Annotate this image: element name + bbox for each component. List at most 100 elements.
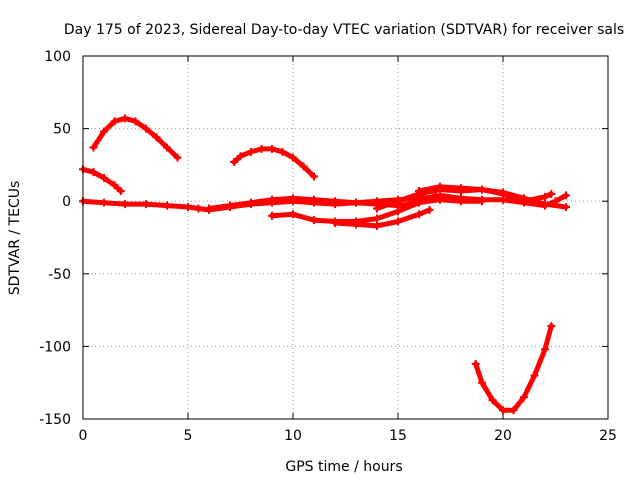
data-point bbox=[562, 191, 570, 200]
data-point bbox=[194, 204, 203, 213]
data-point bbox=[310, 172, 318, 181]
data-point bbox=[373, 214, 381, 223]
x-tick-label: 10 bbox=[284, 428, 302, 444]
y-tick-label: 50 bbox=[53, 122, 71, 138]
data-point bbox=[89, 143, 98, 152]
data-point bbox=[547, 322, 556, 331]
chart-title: Day 175 of 2023, Sidereal Day-to-day VTE… bbox=[64, 22, 624, 38]
data-point bbox=[184, 203, 192, 212]
data-point bbox=[352, 198, 360, 207]
data-point bbox=[163, 201, 171, 210]
y-tick-label: -150 bbox=[39, 412, 71, 428]
data-point bbox=[415, 187, 423, 196]
data-point bbox=[373, 204, 381, 213]
y-tick-label: -50 bbox=[48, 267, 71, 283]
data-point bbox=[163, 143, 171, 152]
data-point bbox=[236, 152, 245, 161]
data-point bbox=[289, 194, 297, 203]
data-point bbox=[457, 184, 465, 193]
data-point bbox=[152, 133, 161, 142]
data-point bbox=[257, 144, 266, 153]
data-point bbox=[268, 195, 276, 204]
data-point bbox=[268, 211, 276, 220]
data-point bbox=[205, 204, 213, 213]
data-point bbox=[121, 114, 129, 123]
y-tick-label: -100 bbox=[39, 339, 71, 355]
data-point bbox=[425, 205, 434, 214]
data-point bbox=[226, 201, 234, 210]
data-point bbox=[268, 144, 276, 153]
data-point bbox=[415, 198, 423, 207]
data-point bbox=[331, 197, 339, 206]
data-point bbox=[471, 359, 480, 368]
data-point bbox=[142, 200, 150, 209]
data-point bbox=[373, 221, 381, 230]
data-point bbox=[247, 147, 255, 156]
data-point bbox=[310, 195, 318, 204]
series-arc-10 bbox=[436, 191, 570, 210]
data-point bbox=[352, 220, 360, 229]
data-point bbox=[142, 124, 150, 133]
x-tick-label: 15 bbox=[389, 428, 407, 444]
data-point bbox=[299, 162, 308, 171]
data-points bbox=[79, 114, 570, 415]
data-point bbox=[100, 173, 108, 182]
data-point bbox=[110, 117, 119, 126]
plot-frame bbox=[82, 55, 609, 420]
data-point bbox=[478, 378, 486, 387]
data-point bbox=[289, 210, 297, 219]
series-trace bbox=[473, 323, 554, 413]
x-tick-label: 0 bbox=[79, 428, 88, 444]
data-point bbox=[173, 153, 182, 162]
data-point bbox=[394, 197, 402, 206]
series-arc-2 bbox=[79, 165, 125, 196]
data-point bbox=[394, 207, 402, 216]
data-point bbox=[436, 191, 444, 200]
series-arc-3 bbox=[230, 144, 318, 181]
data-point bbox=[509, 406, 518, 415]
series-trace bbox=[231, 146, 317, 179]
data-point bbox=[499, 188, 507, 197]
data-point bbox=[499, 406, 507, 415]
data-point bbox=[562, 203, 570, 212]
axis-ticks: 0 5 10 15 20 25 -150 -100 -50 0 50 100 bbox=[39, 49, 617, 444]
data-point bbox=[100, 127, 108, 136]
data-point bbox=[89, 168, 98, 177]
data-point bbox=[541, 201, 549, 210]
data-point bbox=[100, 198, 108, 207]
data-point bbox=[488, 396, 497, 405]
data-point bbox=[520, 393, 528, 402]
data-point bbox=[278, 147, 287, 156]
data-point bbox=[121, 200, 129, 209]
gridlines bbox=[83, 56, 608, 419]
data-point bbox=[478, 185, 486, 194]
y-axis-label: SDTVAR / TECUs bbox=[7, 181, 23, 296]
data-point bbox=[310, 216, 318, 225]
data-point bbox=[289, 153, 297, 162]
data-point bbox=[415, 210, 423, 219]
data-point bbox=[331, 218, 339, 227]
data-point bbox=[541, 192, 549, 201]
series-arc-11 bbox=[471, 322, 556, 415]
data-point bbox=[131, 117, 140, 126]
data-point bbox=[551, 197, 560, 206]
x-tick-label: 20 bbox=[494, 428, 512, 444]
data-point bbox=[530, 371, 539, 380]
data-point bbox=[247, 198, 255, 207]
data-point bbox=[547, 189, 556, 198]
data-point bbox=[436, 182, 444, 191]
data-point bbox=[394, 217, 402, 226]
data-point bbox=[478, 195, 486, 204]
series-arc-1 bbox=[89, 114, 182, 162]
data-point bbox=[520, 198, 528, 207]
x-tick-label: 5 bbox=[184, 428, 193, 444]
y-tick-label: 0 bbox=[62, 194, 71, 210]
x-axis-label: GPS time / hours bbox=[285, 459, 402, 475]
data-point bbox=[499, 195, 507, 204]
data-point bbox=[457, 194, 465, 203]
data-point bbox=[230, 157, 239, 166]
y-tick-label: 100 bbox=[44, 49, 71, 65]
data-point bbox=[116, 187, 125, 196]
x-tick-label: 25 bbox=[599, 428, 617, 444]
